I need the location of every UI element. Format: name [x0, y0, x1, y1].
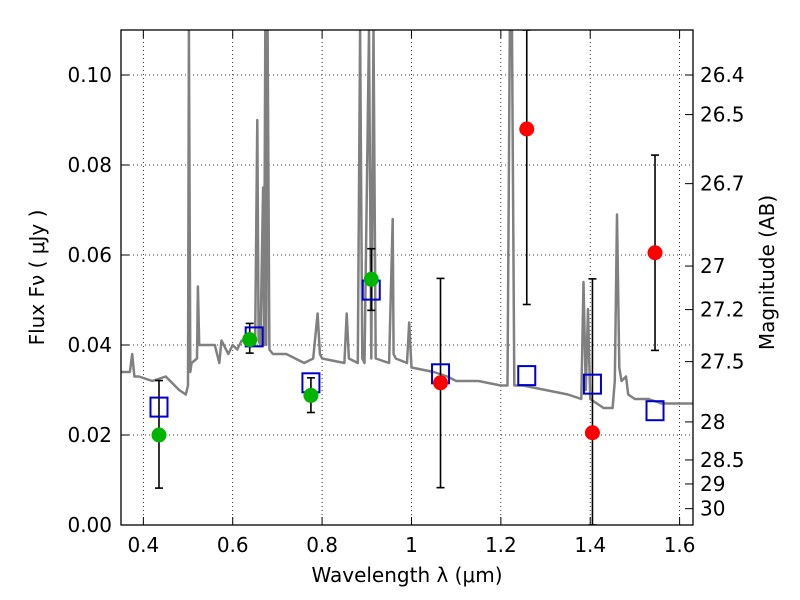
data-point-marker	[242, 332, 258, 348]
data-point-marker	[151, 427, 167, 443]
spectrum-series	[121, 30, 693, 410]
mag-tick-label: 30	[700, 497, 725, 521]
y-tick-label: 0.00	[67, 513, 112, 537]
spectrum-line	[121, 30, 693, 410]
y-axis-label: Flux Fν ( μJy )	[25, 210, 49, 346]
data-point-marker	[519, 121, 535, 137]
markers	[149, 121, 665, 443]
x-tick-label: 1	[405, 533, 418, 557]
data-point-marker	[433, 375, 449, 391]
data-point-marker	[647, 245, 663, 261]
x-tick-label: 0.6	[217, 533, 249, 557]
error-bars	[154, 30, 660, 525]
model-square-marker	[149, 396, 169, 418]
grid	[121, 30, 693, 526]
y-tick-label: 0.10	[67, 63, 112, 87]
model-square-marker	[517, 365, 537, 387]
data-point-marker	[363, 271, 379, 287]
mag-tick-label: 26.4	[700, 63, 745, 87]
mag-tick-label: 27	[700, 254, 725, 278]
x-tick-label: 1.4	[574, 533, 606, 557]
model-square-marker	[582, 373, 602, 395]
mag-tick-label: 26.5	[700, 103, 745, 127]
y-tick-label: 0.04	[67, 333, 112, 357]
x-tick-label: 0.8	[306, 533, 338, 557]
data-point-marker	[303, 387, 319, 403]
model-square-marker	[645, 400, 665, 422]
axes: 0.4 0.6 0.8 1 1.2 1.4 1.6 0.00 0.02 0.04 0.06 0.08 0…	[67, 29, 745, 557]
x-tick-label: 1.2	[485, 533, 517, 557]
data-point-marker	[584, 425, 600, 441]
mag-tick-label: 28.5	[700, 448, 745, 472]
plot-frame	[120, 29, 694, 526]
x-tick-label: 1.6	[664, 533, 696, 557]
mag-tick-label: 27.5	[700, 350, 745, 374]
y-tick-label: 0.08	[67, 153, 112, 177]
y-tick-label: 0.06	[67, 243, 112, 267]
x-axis-label: Wavelength λ (μm)	[311, 563, 502, 587]
mag-tick-label: 28	[700, 410, 725, 434]
y-tick-label: 0.02	[67, 423, 112, 447]
mag-tick-label: 27.2	[700, 298, 745, 322]
x-tick-label: 0.4	[127, 533, 159, 557]
mag-tick-label: 26.7	[700, 172, 745, 196]
mag-tick-label: 29	[700, 472, 725, 496]
y-axis-label-right: Magnitude (AB)	[755, 195, 779, 350]
